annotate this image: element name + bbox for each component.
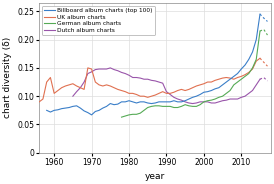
UK album charts (258, 57, 262, 59)
German album charts (150, 105, 153, 107)
German album charts (258, 30, 262, 32)
German album charts (232, 84, 235, 86)
Dutch album charts (109, 67, 112, 69)
German album charts (225, 92, 228, 94)
German album charts (127, 114, 131, 116)
Dutch album charts (258, 78, 262, 80)
German album charts (206, 100, 209, 102)
German album charts (202, 101, 206, 103)
German album charts (184, 104, 187, 106)
Billboard album charts (top 100) (90, 114, 93, 116)
German album charts (124, 115, 127, 117)
Line: German album charts: German album charts (122, 31, 260, 117)
German album charts (120, 116, 123, 118)
German album charts (229, 89, 232, 92)
German album charts (236, 81, 239, 83)
German album charts (191, 105, 194, 107)
Legend: Billboard album charts (top 100), UK album charts, German album charts, Dutch al: Billboard album charts (top 100), UK alb… (42, 6, 155, 35)
German album charts (210, 99, 213, 101)
Billboard album charts (top 100) (206, 91, 209, 93)
UK album charts (101, 85, 104, 87)
Billboard album charts (top 100) (258, 13, 262, 15)
German album charts (153, 105, 157, 107)
Line: Dutch album charts: Dutch album charts (73, 68, 260, 104)
German album charts (180, 105, 183, 107)
German album charts (187, 105, 190, 107)
German album charts (157, 105, 161, 107)
Dutch album charts (202, 101, 206, 103)
German album charts (131, 113, 135, 115)
German album charts (213, 98, 217, 100)
Billboard album charts (top 100) (229, 78, 232, 80)
Dutch album charts (116, 70, 119, 72)
German album charts (221, 95, 224, 97)
German album charts (198, 104, 202, 106)
German album charts (165, 105, 168, 107)
Dutch album charts (191, 102, 194, 105)
German album charts (251, 67, 254, 69)
German album charts (176, 106, 179, 109)
UK album charts (94, 81, 97, 83)
German album charts (240, 78, 243, 80)
German album charts (255, 58, 258, 61)
German album charts (169, 105, 172, 107)
Billboard album charts (top 100) (45, 109, 48, 112)
X-axis label: year: year (145, 172, 165, 181)
German album charts (135, 113, 138, 115)
Dutch album charts (71, 95, 75, 97)
German album charts (195, 105, 198, 107)
German album charts (172, 106, 176, 109)
German album charts (146, 106, 149, 109)
UK album charts (176, 89, 179, 92)
Dutch album charts (255, 84, 258, 86)
Billboard album charts (top 100) (191, 96, 194, 98)
Dutch album charts (213, 102, 217, 104)
Billboard album charts (top 100) (251, 51, 254, 53)
Line: Billboard album charts (top 100): Billboard album charts (top 100) (47, 14, 260, 115)
UK album charts (75, 85, 78, 87)
German album charts (161, 105, 164, 107)
German album charts (217, 96, 221, 98)
Y-axis label: chart diversity (δ): chart diversity (δ) (3, 37, 12, 118)
Dutch album charts (135, 76, 138, 79)
German album charts (139, 112, 142, 114)
Billboard album charts (top 100) (101, 107, 104, 109)
Dutch album charts (131, 76, 135, 79)
UK album charts (112, 87, 116, 89)
German album charts (247, 72, 250, 75)
Line: UK album charts: UK album charts (39, 58, 260, 102)
Billboard album charts (top 100) (98, 109, 101, 112)
German album charts (142, 109, 145, 112)
UK album charts (38, 101, 41, 103)
German album charts (243, 75, 247, 77)
UK album charts (109, 85, 112, 87)
